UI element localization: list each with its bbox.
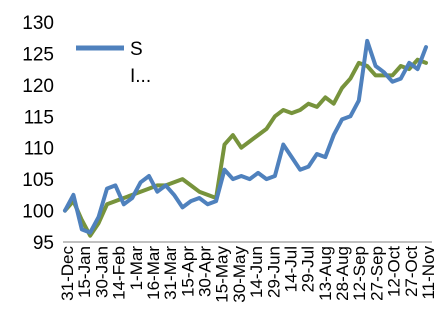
legend-label-s: S [130, 39, 143, 60]
legend: S I... [76, 39, 151, 87]
y-axis: 95 100 105 110 115 120 125 130 [22, 13, 54, 254]
x-tick-label: 15-May [213, 246, 232, 303]
y-tick-label: 95 [33, 233, 54, 254]
x-tick-label: 13-Aug [316, 246, 335, 301]
x-tick-label: 31-Dec [58, 246, 77, 301]
y-tick-label: 120 [22, 76, 54, 97]
x-tick-label: 1-Mar [127, 246, 146, 291]
x-tick-label: 11-Nov [419, 246, 435, 300]
legend-label-i: I... [130, 66, 151, 87]
x-tick-label: 27-Sep [367, 246, 386, 301]
x-tick-label: 29-Jun [264, 246, 283, 298]
x-tick-label: 15-Apr [178, 246, 197, 297]
x-tick-label: 15-Jan [75, 246, 94, 298]
x-tick-label: 14-Feb [110, 246, 129, 300]
y-tick-label: 105 [22, 170, 54, 191]
y-tick-label: 130 [22, 13, 54, 34]
x-tick-label: 29-Jul [299, 246, 318, 292]
x-tick-label: 12-Oct [385, 246, 404, 297]
x-tick-label: 30-Apr [196, 246, 215, 297]
y-tick-label: 110 [24, 139, 54, 160]
x-tick-label: 31-Mar [161, 246, 180, 300]
x-tick-label: 12-Sep [350, 246, 369, 301]
x-tick-label: 30-May [230, 246, 249, 303]
y-tick-label: 125 [22, 44, 54, 65]
x-tick-label: 14-Jun [247, 246, 266, 298]
x-tick-label: 27-Oct [402, 246, 421, 297]
x-tick-label: 30-Jan [92, 246, 111, 298]
series-line-i [63, 57, 428, 238]
x-tick-label: 14-Jul [281, 246, 300, 292]
y-tick-label: 115 [24, 107, 54, 128]
x-tick-label: 28-Aug [333, 246, 352, 301]
series-lines [63, 38, 428, 238]
series-line-s [63, 38, 428, 235]
x-axis: 31-Dec15-Jan30-Jan14-Feb1-Mar16-Mar31-Ma… [58, 241, 435, 303]
y-tick-label: 100 [22, 202, 54, 223]
x-tick-label: 16-Mar [144, 246, 163, 300]
